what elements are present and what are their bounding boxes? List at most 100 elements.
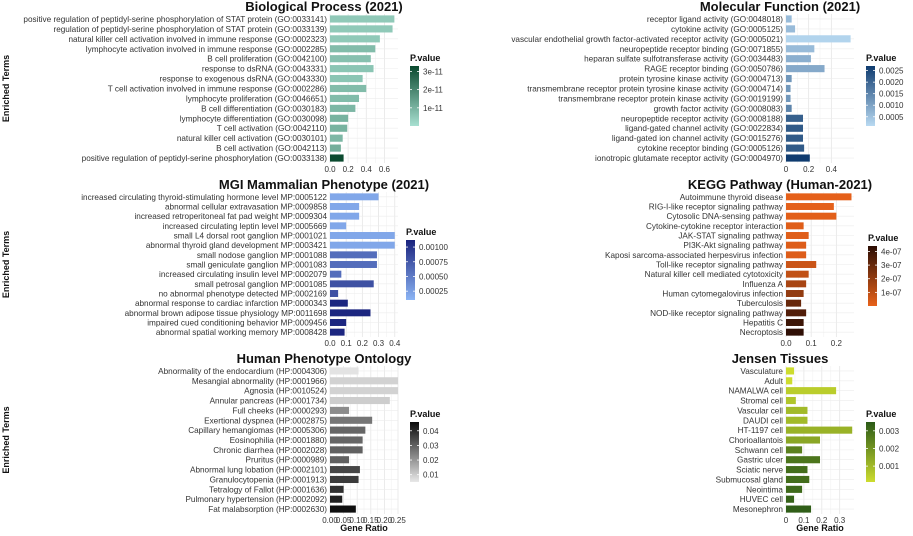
category-label: neuropeptide receptor binding (GO:007185… (620, 45, 784, 54)
category-label: B cell activation (GO:0042113) (216, 144, 327, 153)
category-label: impaired cued conditioning behavior MP:0… (147, 319, 327, 328)
bar (330, 232, 395, 239)
bar (786, 290, 804, 297)
category-label: RAGE receptor binding (GO:0050786) (644, 65, 783, 74)
bar (330, 241, 395, 249)
bar (330, 495, 343, 503)
legend-colorbar (410, 66, 419, 126)
bar (330, 485, 344, 493)
x-tick-label: 0.1 (798, 516, 810, 525)
category-label: neuropeptide receptor activity (GO:00081… (621, 114, 783, 123)
bar (786, 319, 804, 326)
bar (786, 193, 852, 201)
bar (786, 104, 792, 112)
bar (786, 241, 807, 249)
category-label: Cytosolic DNA-sensing pathway (667, 212, 784, 221)
category-label: lymphocyte proliferation (GO:0046651) (186, 94, 327, 103)
y-axis-label: Enriched Terms (1, 231, 11, 298)
bar (786, 466, 808, 474)
bar (330, 396, 390, 405)
category-label: Adult (764, 377, 783, 386)
x-tick-label: 0 (784, 165, 789, 174)
category-label: protein tyrosine kinase activity (GO:000… (619, 75, 783, 84)
category-label: cytokine receptor binding (GO:0005126) (637, 144, 783, 153)
bar (786, 270, 809, 278)
panel-title: KEGG Pathway (Human-2021) (688, 177, 872, 192)
category-label: Cytokine-cytokine receptor interaction (646, 222, 783, 231)
bar (330, 446, 363, 454)
bar (330, 290, 339, 297)
category-label: Capillary hemangiomas (HP:0005306) (188, 426, 327, 435)
bar (330, 475, 359, 484)
bar (786, 396, 796, 405)
category-label: T cell activation involved in immune res… (108, 85, 327, 94)
bar (786, 377, 793, 385)
legend-tick-label: 1e-11 (423, 104, 443, 113)
bar (786, 124, 803, 132)
x-tick-label: 0.0 (780, 339, 792, 348)
bar (330, 319, 347, 326)
category-label: Annular pancreas (HP:0001734) (210, 397, 328, 406)
category-label: Schwann cell (735, 446, 783, 455)
category-label: natural killer cell activation (GO:00301… (177, 134, 327, 143)
bar (330, 134, 343, 142)
legend-tick-label: 0.0015 (879, 90, 904, 99)
bar (330, 55, 371, 63)
legend-tick-label: 0.00075 (419, 258, 448, 267)
legend-title: P.value (410, 53, 440, 63)
bar (330, 456, 350, 464)
category-label: Vasculature (740, 367, 783, 376)
category-label: Submucosal gland (716, 475, 784, 484)
category-label: NOD-like receptor signaling pathway (650, 309, 784, 318)
category-label: small nodose ganglion MP:0001088 (197, 251, 328, 260)
bar (786, 251, 807, 259)
bar (786, 475, 810, 484)
bar (330, 270, 342, 278)
x-tick-label: 0.2 (803, 165, 815, 174)
bar (330, 94, 360, 103)
bar (330, 261, 377, 268)
bar (786, 74, 792, 83)
category-label: Necroptosis (740, 328, 783, 337)
bar (330, 280, 374, 288)
category-label: Gastric ulcer (737, 456, 783, 465)
x-tick-label: 0.4 (361, 165, 373, 174)
legend-colorbar (868, 246, 877, 306)
x-tick-label: 0.0 (324, 165, 336, 174)
bar (786, 144, 805, 152)
bar (786, 505, 812, 513)
category-label: cytokine activity (GO:0005125) (671, 25, 783, 34)
category-label: Tetralogy of Fallot (HP:0001636) (209, 485, 327, 494)
legend-tick-label: 0.003 (879, 427, 900, 436)
x-tick-label: 0 (784, 516, 789, 525)
bar (330, 416, 373, 424)
category-label: Stromal cell (740, 397, 783, 406)
category-label: Sciatic nerve (736, 466, 783, 475)
category-label: increased retroperitoneal fat pad weight… (134, 212, 327, 221)
legend-tick-label: 0.002 (879, 444, 900, 453)
panel-title: Jensen Tissues (732, 351, 829, 366)
category-label: lymphocyte activation involved in immune… (86, 45, 327, 54)
legend-tick-label: 1e-07 (881, 288, 902, 297)
bar (786, 261, 817, 268)
category-label: Human cytomegalovirus infection (662, 290, 783, 299)
category-label: ligand-gated channel activity (GO:002283… (625, 124, 783, 133)
category-label: Chorioallantois (729, 436, 783, 445)
x-tick-label: 0.3 (373, 339, 385, 348)
legend-colorbar (866, 422, 875, 482)
bar (786, 203, 834, 210)
legend-title: P.value (406, 227, 436, 237)
bar (330, 45, 376, 53)
category-label: regulation of peptidyl-serine phosphoryl… (53, 25, 327, 34)
category-label: Full cheeks (HP:0000293) (232, 406, 327, 415)
bar (786, 35, 851, 43)
panel-kegg-pathway: KEGG Pathway (Human-2021)Autoimmune thyr… (605, 177, 902, 348)
category-label: DAUDI cell (743, 416, 783, 425)
bar (786, 212, 837, 220)
category-label: ligand-gated ion channel activity (GO:00… (612, 134, 783, 143)
category-label: abnormal brown adipose tissue physiology… (125, 309, 328, 318)
x-tick-label: 0.00 (322, 516, 338, 525)
category-label: increased circulating thyroid-stimulatin… (81, 193, 327, 202)
